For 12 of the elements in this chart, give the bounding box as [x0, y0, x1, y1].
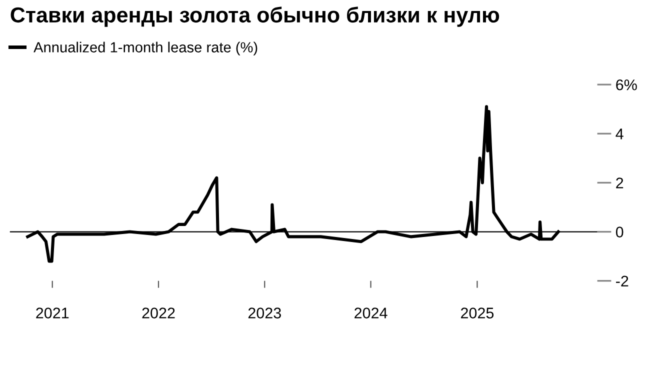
x-tick-label: 2023	[248, 308, 281, 318]
y-tick-label: 0	[616, 226, 624, 238]
chart-title: Ставки аренды золота обычно близки к нулю	[10, 6, 500, 27]
x-tick-label: 2022	[142, 308, 175, 318]
y-tick-label: -2	[616, 276, 628, 286]
x-tick-label: 2024	[354, 308, 388, 318]
x-tick-label: 2021	[36, 308, 69, 318]
x-tick-label: 2025	[460, 308, 494, 318]
y-tick-label: 6%	[616, 79, 637, 90]
legend-label: Annualized 1-month lease rate (%)	[34, 42, 258, 56]
y-tick-label: 4	[616, 128, 624, 140]
y-tick-label: 2	[616, 178, 624, 188]
